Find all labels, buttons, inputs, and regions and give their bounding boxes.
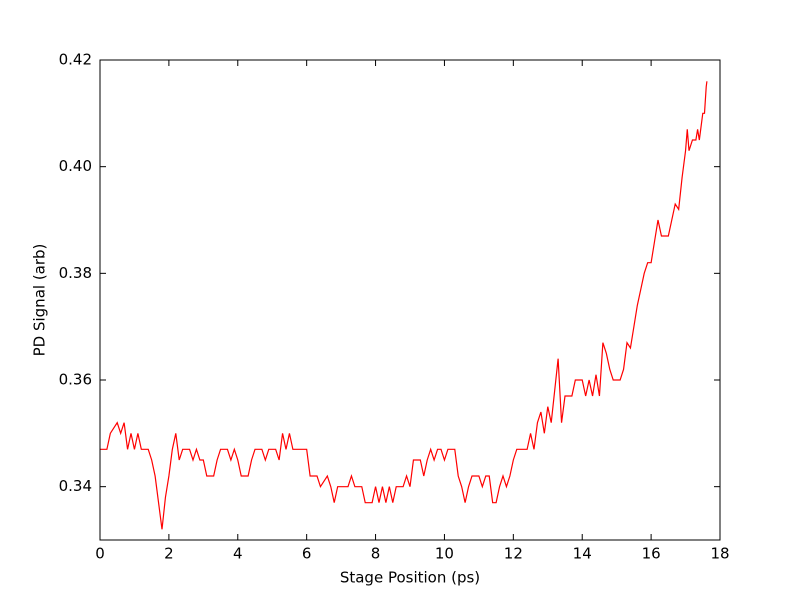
- x-tick-label: 8: [371, 545, 381, 563]
- y-axis-label: PD Signal (arb): [31, 244, 49, 357]
- x-tick-label: 10: [435, 545, 454, 563]
- x-tick-label: 16: [642, 545, 661, 563]
- plot-frame: [99, 59, 721, 541]
- y-tick-label: 0.34: [59, 477, 92, 495]
- y-tick-label: 0.38: [59, 264, 92, 282]
- x-tick-label: 4: [233, 545, 243, 563]
- y-tick-label: 0.42: [59, 51, 92, 69]
- x-tick-label: 0: [95, 545, 105, 563]
- x-tick-label: 12: [504, 545, 523, 563]
- x-tick-label: 18: [710, 545, 729, 563]
- x-tick-label: 6: [302, 545, 312, 563]
- y-tick-label: 0.36: [59, 371, 92, 389]
- x-tick-label: 14: [573, 545, 592, 563]
- x-axis-label: Stage Position (ps): [340, 569, 480, 587]
- y-tick-label: 0.40: [59, 157, 92, 175]
- data-line: [100, 81, 708, 530]
- x-tick-label: 2: [164, 545, 174, 563]
